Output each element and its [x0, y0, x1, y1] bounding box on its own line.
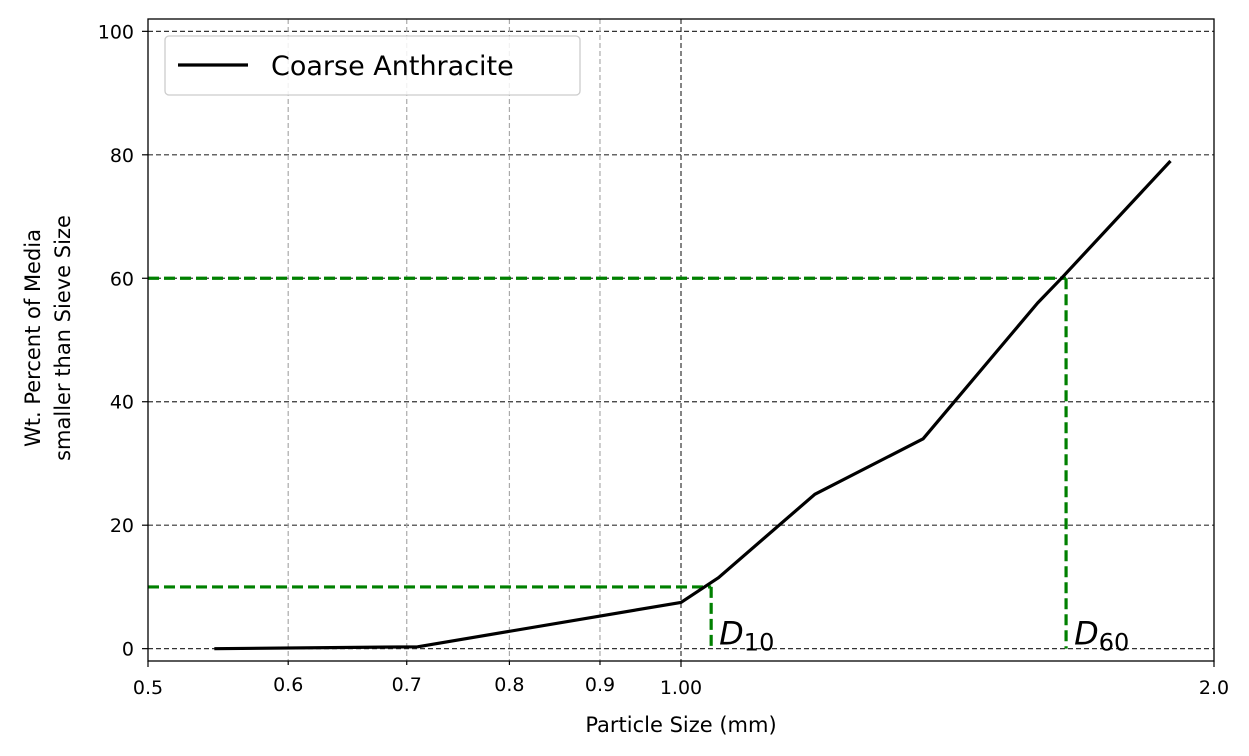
y-tick-label: 60 — [110, 268, 134, 290]
x-tick-label: 0.8 — [494, 674, 524, 696]
y-tick-label: 40 — [110, 392, 134, 414]
legend: Coarse Anthracite — [164, 35, 581, 96]
reference-labels-layer: D10 D60 — [719, 615, 1129, 657]
y-tick-label: 100 — [98, 21, 134, 43]
series-line-coarse-anthracite — [214, 159, 1172, 651]
y-axis-label-line-2: smaller than Sieve Size — [51, 215, 75, 461]
x-tick-label: 0.9 — [585, 674, 615, 696]
x-tick-label: 0.5 — [133, 677, 163, 699]
x-tick-label: 0.6 — [273, 674, 303, 696]
y-axis-label: Wt. Percent of Media smaller than Sieve … — [21, 215, 75, 461]
y-tick-label: 20 — [110, 515, 134, 537]
legend-box — [164, 35, 581, 96]
reference-label-base: D — [719, 615, 744, 653]
reference-lines-layer — [148, 276, 1068, 649]
y-axis-label-line-1: Wt. Percent of Media — [21, 229, 45, 447]
reference-label-base: D — [1074, 615, 1099, 653]
y-tick-label: 80 — [110, 145, 134, 167]
series-layer — [214, 159, 1172, 651]
legend-label: Coarse Anthracite — [271, 51, 514, 82]
x-axis-label: Particle Size (mm) — [585, 713, 776, 737]
reference-label-subscript: 60 — [1099, 629, 1130, 657]
x-tick-label: 0.7 — [392, 674, 422, 696]
y-tick-label: 0 — [122, 639, 134, 661]
reference-label: D60 — [1074, 615, 1129, 657]
reference-label-subscript: 10 — [744, 629, 775, 657]
reference-label: D10 — [719, 615, 774, 657]
grid-layer — [148, 19, 1214, 661]
x-tick-label: 2.0 — [1199, 677, 1229, 699]
x-tick-label: 1.00 — [660, 677, 702, 699]
tick-layer: 0 20 40 60 80 100 0.5 0.6 0.7 0.8 0.9 1.00 2.0 — [98, 21, 1229, 699]
